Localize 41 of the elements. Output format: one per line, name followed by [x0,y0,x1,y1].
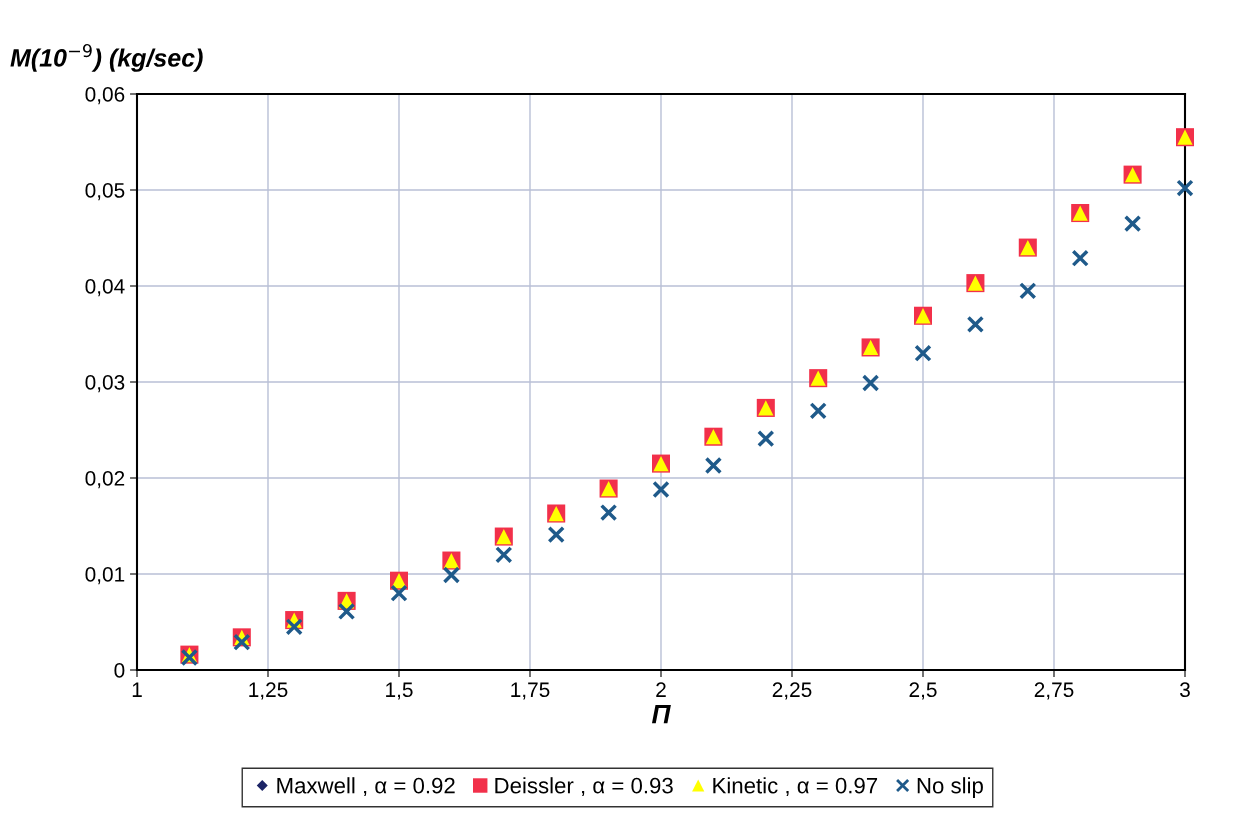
y-tick-label: 0,02 [85,471,125,489]
point [233,633,251,651]
point [704,456,723,475]
point [757,429,775,448]
legend-label: No slip [917,777,983,798]
x-tick-label: 2,25 [772,682,812,700]
x-tick-label: 1,25 [249,682,288,700]
point [599,503,618,522]
point [1176,179,1194,197]
x-tick-label: 2,5 [909,682,937,700]
x-tick-label: 3 [1180,682,1190,698]
point [966,315,985,334]
point [285,618,303,636]
legend-label: Deissler , α = 0.93 [495,777,673,797]
point [1019,282,1037,300]
y-tick-label: 0,05 [85,183,125,201]
point [914,344,932,362]
point [1123,214,1142,233]
point [442,566,461,584]
y-tick-label: 0,03 [85,375,125,393]
y-tick-label: 0,04 [85,279,125,297]
x-tick-label: 1,5 [386,682,413,700]
point [652,480,670,499]
x-axis-title: Π [651,704,671,724]
point [1071,249,1089,267]
y-tick-label: 0 [114,663,125,678]
point [547,525,565,544]
point [809,402,827,420]
y-axis-title: M(10$^{−9}$) (kg/sec) [10,44,203,72]
point [495,546,513,564]
x-tick-label: 2 [656,682,666,697]
y-tick-label: 0,06 [85,87,125,105]
y-tick-label: 0,01 [85,567,125,585]
x-tick-label: 1,75 [511,682,550,700]
legend-label: Maxwell , α = 0.92 [277,777,455,797]
point [861,374,880,392]
point [337,602,356,621]
point [390,584,408,602]
x-tick-label: 2,75 [1034,682,1074,700]
legend-label: Kinetic , α = 0.97 [713,777,878,797]
x-tick-label: 1 [132,682,142,697]
